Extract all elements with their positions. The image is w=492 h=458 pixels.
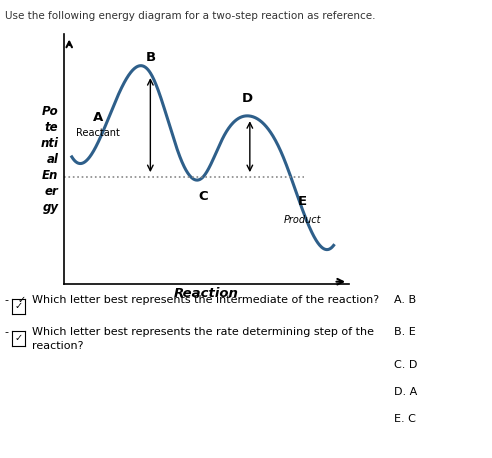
Text: D. A: D. A bbox=[394, 387, 417, 397]
Text: B. E: B. E bbox=[394, 327, 415, 338]
Text: ✓: ✓ bbox=[14, 333, 23, 344]
Text: D: D bbox=[242, 92, 253, 105]
Text: Which letter best represents the rate determining step of the: Which letter best represents the rate de… bbox=[32, 327, 374, 338]
Y-axis label: Po
te
nti
al
En
er
gy: Po te nti al En er gy bbox=[40, 105, 59, 213]
Text: B: B bbox=[145, 51, 155, 64]
Text: ✓: ✓ bbox=[14, 301, 23, 311]
Text: A. B: A. B bbox=[394, 295, 416, 305]
Text: C. D: C. D bbox=[394, 360, 417, 370]
Text: Product: Product bbox=[283, 215, 321, 225]
Text: E: E bbox=[298, 195, 307, 207]
Text: Use the following energy diagram for a two-step reaction as reference.: Use the following energy diagram for a t… bbox=[5, 11, 375, 22]
Text: reaction?: reaction? bbox=[32, 341, 84, 351]
Text: E. C: E. C bbox=[394, 414, 415, 425]
Text: C: C bbox=[198, 190, 208, 203]
Text: -: - bbox=[5, 327, 9, 338]
Text: ✓: ✓ bbox=[17, 295, 26, 305]
Text: Which letter best represents the intermediate of the reaction?: Which letter best represents the interme… bbox=[32, 295, 379, 305]
Text: A: A bbox=[93, 110, 103, 124]
Text: Reactant: Reactant bbox=[76, 128, 120, 138]
X-axis label: Reaction: Reaction bbox=[174, 287, 239, 300]
Text: -: - bbox=[5, 295, 9, 305]
